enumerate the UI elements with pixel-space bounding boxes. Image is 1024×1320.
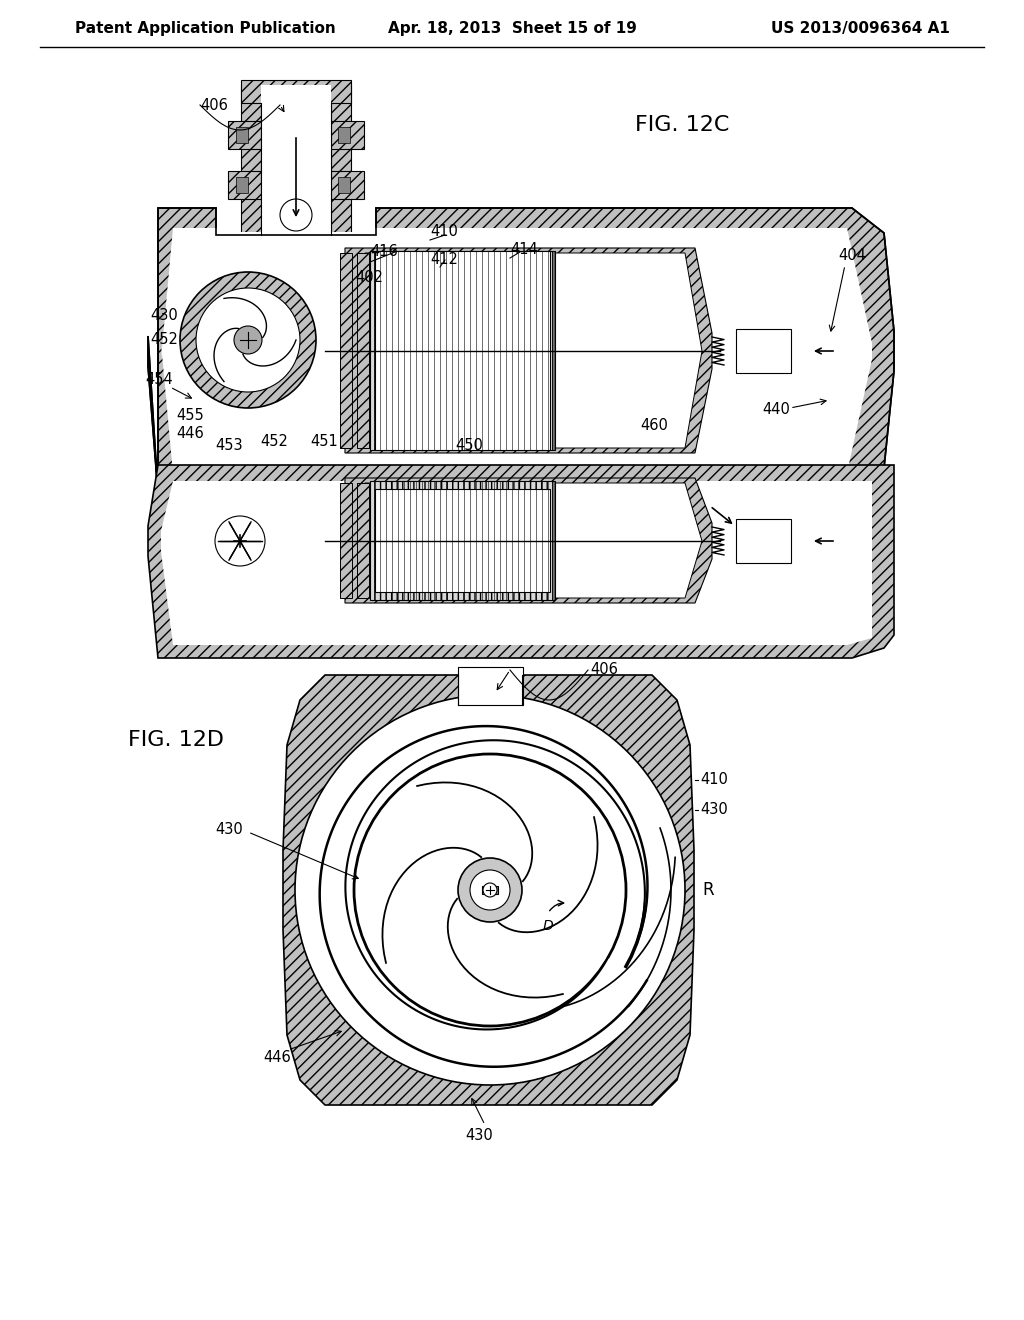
Text: R: R xyxy=(702,880,714,899)
Text: 450: 450 xyxy=(455,437,483,453)
Text: 430: 430 xyxy=(215,822,243,837)
FancyBboxPatch shape xyxy=(458,667,523,705)
Text: 412: 412 xyxy=(430,252,458,268)
Polygon shape xyxy=(241,81,351,103)
Polygon shape xyxy=(161,480,872,645)
Text: 446: 446 xyxy=(263,1051,291,1065)
Polygon shape xyxy=(345,248,712,453)
FancyBboxPatch shape xyxy=(338,177,350,193)
FancyBboxPatch shape xyxy=(370,480,555,601)
FancyBboxPatch shape xyxy=(261,84,331,235)
Text: 452: 452 xyxy=(260,434,288,450)
Polygon shape xyxy=(331,172,364,199)
Polygon shape xyxy=(365,253,702,447)
Text: 430: 430 xyxy=(700,803,728,817)
Text: 402: 402 xyxy=(355,271,383,285)
Text: 454: 454 xyxy=(145,372,173,388)
Circle shape xyxy=(295,696,685,1085)
FancyBboxPatch shape xyxy=(736,329,791,374)
Text: 416: 416 xyxy=(370,244,397,260)
Polygon shape xyxy=(331,121,364,149)
Circle shape xyxy=(483,883,497,898)
Text: 451: 451 xyxy=(310,434,338,450)
Text: 452: 452 xyxy=(150,333,178,347)
FancyBboxPatch shape xyxy=(236,127,248,143)
Circle shape xyxy=(215,516,265,566)
Text: 430: 430 xyxy=(465,1127,493,1143)
Text: 446: 446 xyxy=(176,426,204,441)
Polygon shape xyxy=(357,483,369,598)
FancyBboxPatch shape xyxy=(375,488,550,591)
FancyBboxPatch shape xyxy=(482,886,498,894)
Text: Apr. 18, 2013  Sheet 15 of 19: Apr. 18, 2013 Sheet 15 of 19 xyxy=(387,21,637,36)
Polygon shape xyxy=(365,483,702,598)
FancyBboxPatch shape xyxy=(375,251,550,450)
Polygon shape xyxy=(345,478,712,603)
FancyBboxPatch shape xyxy=(370,251,555,450)
Circle shape xyxy=(470,870,510,909)
Text: FIG. 12D: FIG. 12D xyxy=(128,730,224,750)
Text: Patent Application Publication: Patent Application Publication xyxy=(75,21,336,36)
Circle shape xyxy=(354,754,626,1026)
Text: 460: 460 xyxy=(640,417,668,433)
Polygon shape xyxy=(357,253,369,447)
Polygon shape xyxy=(228,121,261,149)
Polygon shape xyxy=(241,84,261,235)
FancyBboxPatch shape xyxy=(338,127,350,143)
Text: 410: 410 xyxy=(700,772,728,788)
Text: 440: 440 xyxy=(762,403,790,417)
Circle shape xyxy=(180,272,316,408)
Polygon shape xyxy=(319,726,647,1067)
Text: 406: 406 xyxy=(200,98,228,112)
Polygon shape xyxy=(340,253,352,447)
Circle shape xyxy=(280,199,312,231)
Polygon shape xyxy=(148,465,894,657)
Text: 410: 410 xyxy=(430,224,458,239)
Polygon shape xyxy=(283,675,694,1105)
Text: 404: 404 xyxy=(838,248,866,263)
Text: US 2013/0096364 A1: US 2013/0096364 A1 xyxy=(771,21,950,36)
Polygon shape xyxy=(340,483,352,598)
Text: 430: 430 xyxy=(150,308,178,322)
Circle shape xyxy=(458,858,522,921)
Text: FIG. 12C: FIG. 12C xyxy=(635,115,729,135)
Text: 406: 406 xyxy=(590,663,617,677)
Circle shape xyxy=(196,288,300,392)
Polygon shape xyxy=(228,172,261,199)
FancyBboxPatch shape xyxy=(736,519,791,564)
Text: D: D xyxy=(543,919,554,933)
Polygon shape xyxy=(161,228,872,473)
Text: 455: 455 xyxy=(176,408,204,422)
Text: 414: 414 xyxy=(510,243,538,257)
Text: 453: 453 xyxy=(215,437,243,453)
Polygon shape xyxy=(148,209,894,492)
Circle shape xyxy=(234,326,262,354)
Polygon shape xyxy=(331,84,351,235)
FancyBboxPatch shape xyxy=(236,177,248,193)
